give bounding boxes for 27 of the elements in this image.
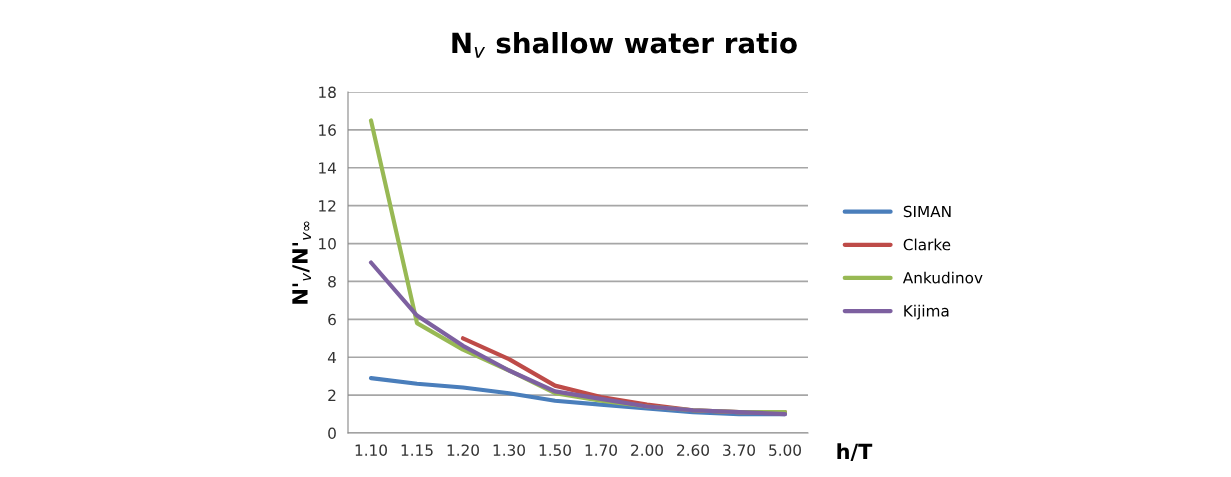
x-axis-title: h/T <box>837 443 873 461</box>
legend-label: Ankudinov <box>902 271 983 284</box>
y-tick-label: 4 <box>327 351 337 364</box>
y-tick-label: 16 <box>319 124 336 136</box>
y-tick-label: 12 <box>319 200 336 212</box>
y-tick-label: 18 <box>319 86 336 99</box>
x-tick-label: 1.10 <box>355 444 387 456</box>
legend-label: Clarke <box>903 238 951 251</box>
legend-label: Kijima <box>904 304 949 320</box>
y-tick-label: 8 <box>328 275 336 288</box>
x-tick-label: 1.20 <box>447 444 479 456</box>
x-tick-label: 1.30 <box>493 444 525 456</box>
x-tick-label: 2.00 <box>631 444 663 456</box>
y-tick-label: 0 <box>328 427 336 440</box>
y-axis-title: N'$_{v}$/N'$_{v∞}$ <box>292 221 311 304</box>
x-tick-label: 1.50 <box>539 444 571 456</box>
x-tick-label: 1.15 <box>401 444 433 456</box>
x-tick-label: 2.60 <box>677 444 709 456</box>
y-tick-label: 10 <box>319 238 336 250</box>
x-tick-label: 3.70 <box>723 444 755 456</box>
x-tick-label: 5.00 <box>769 444 801 456</box>
chart-title: N$_{v}$ shallow water ratio <box>452 32 797 58</box>
legend-label: SIMAN <box>903 205 951 218</box>
x-tick-label: 1.70 <box>585 444 617 456</box>
y-tick-label: 14 <box>319 162 337 174</box>
y-tick-label: 2 <box>328 389 336 401</box>
y-tick-label: 6 <box>328 313 336 326</box>
